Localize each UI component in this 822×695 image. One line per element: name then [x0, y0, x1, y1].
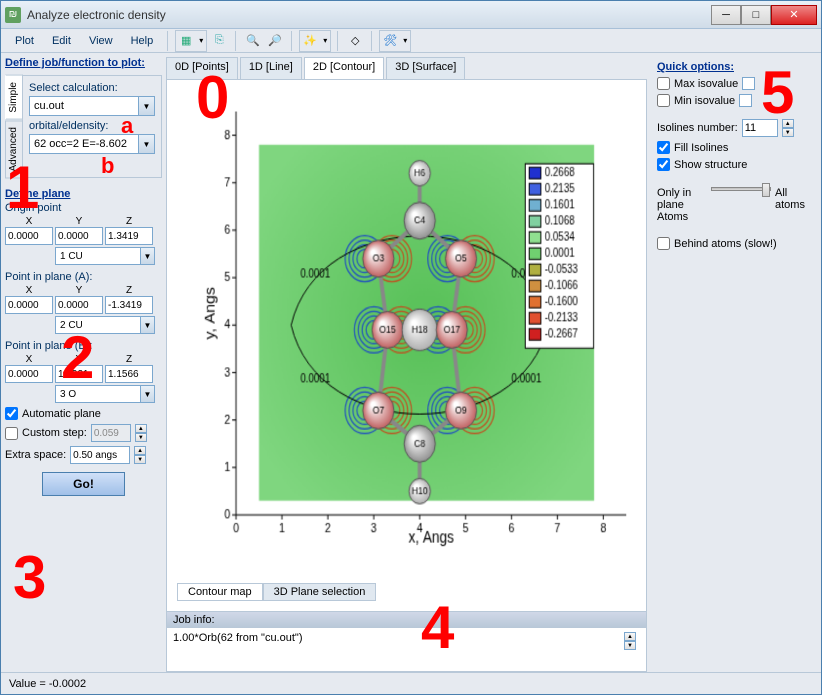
behind-atoms-check[interactable]: Behind atoms (slow!): [657, 237, 815, 250]
space-down[interactable]: ▼: [134, 455, 146, 464]
jobinfo-text: 1.00*Orb(62 from "cu.out"): [173, 632, 302, 664]
menu-edit[interactable]: Edit: [44, 33, 79, 49]
select-calc-combo[interactable]: ▼: [29, 96, 155, 116]
atoms-slider[interactable]: [711, 187, 771, 191]
orbital-input[interactable]: [30, 135, 138, 153]
highlight-icon: ✨: [303, 34, 317, 47]
copy-icon: ⎘: [215, 34, 224, 47]
ptB-y[interactable]: [55, 365, 103, 383]
step-down[interactable]: ▼: [135, 433, 147, 442]
custom-step-check[interactable]: Custom step:: [5, 427, 87, 440]
ptA-atom-combo[interactable]: ▼: [55, 316, 155, 334]
ptB-atom-combo[interactable]: ▼: [55, 385, 155, 403]
window-title: Analyze electronic density: [27, 8, 711, 22]
toolbar-new[interactable]: ▦▾: [175, 30, 207, 52]
jobinfo-header: Job info:: [167, 612, 646, 628]
min-iso-input[interactable]: [739, 94, 752, 107]
toolbar-zoom-out[interactable]: 🔎: [265, 31, 285, 51]
tab-contour-map[interactable]: Contour map: [177, 583, 263, 601]
ptB-z[interactable]: [105, 365, 153, 383]
plot-area[interactable]: [197, 100, 636, 561]
toolbar-tools[interactable]: 🛠▾: [379, 30, 411, 52]
tab-1d[interactable]: 1D [Line]: [240, 57, 302, 79]
toolbar-highlight[interactable]: ✨▾: [299, 30, 331, 52]
only-plane-label: Only in plane Atoms: [657, 187, 707, 223]
ptB-label: Point in plane (B):: [5, 340, 162, 352]
chevron-down-icon[interactable]: ▼: [138, 135, 154, 153]
tab-3d[interactable]: 3D [Surface]: [386, 57, 465, 79]
menu-help[interactable]: Help: [123, 33, 162, 49]
orbital-combo[interactable]: ▼: [29, 134, 155, 154]
show-struct-check[interactable]: Show structure: [657, 158, 815, 171]
col-z: Z: [105, 216, 153, 227]
min-iso-check[interactable]: Min isovalue: [657, 94, 815, 107]
tab-3d-plane[interactable]: 3D Plane selection: [263, 583, 377, 601]
ptB-x[interactable]: [5, 365, 53, 383]
extra-space-label: Extra space:: [5, 449, 66, 461]
select-calc-input[interactable]: [30, 97, 138, 115]
jobinfo-scroll-up[interactable]: ▲: [624, 632, 636, 641]
zoom-in-icon: 🔍: [246, 34, 260, 47]
tab-simple[interactable]: Simple: [5, 75, 23, 120]
max-iso-input[interactable]: [742, 77, 755, 90]
define-job-header[interactable]: Define job/function to plot:: [5, 57, 162, 69]
plot-panel: Contour map 3D Plane selection Job info:…: [166, 79, 647, 672]
app-icon: ₪: [5, 7, 21, 23]
menu-view[interactable]: View: [81, 33, 121, 49]
wrench-icon: 🛠: [383, 34, 397, 47]
iso-up[interactable]: ▲: [782, 119, 794, 128]
eraser-icon: ◇: [351, 34, 359, 47]
iso-num-label: Isolines number:: [657, 122, 738, 134]
center-panel: 0D [Points] 1D [Line] 2D [Contour] 3D [S…: [166, 53, 651, 672]
origin-label: Origin point: [5, 202, 162, 214]
tab-advanced[interactable]: Advanced: [5, 120, 23, 178]
ptA-y[interactable]: [55, 296, 103, 314]
col-x: X: [5, 216, 53, 227]
maximize-button[interactable]: □: [741, 5, 771, 25]
select-calc-label: Select calculation:: [29, 82, 155, 94]
toolbar-zoom-in[interactable]: 🔍: [243, 31, 263, 51]
status-text: Value = -0.0002: [9, 678, 86, 690]
ptA-label: Point in plane (A):: [5, 271, 162, 283]
tab-0d[interactable]: 0D [Points]: [166, 57, 238, 79]
right-panel: Quick options: Max isovalue Min isovalue…: [651, 53, 821, 672]
go-button[interactable]: Go!: [42, 472, 125, 496]
chevron-down-icon[interactable]: ▼: [138, 97, 154, 115]
iso-num-input[interactable]: [742, 119, 778, 137]
toolbar-copy[interactable]: ⎘: [209, 31, 229, 51]
custom-step-input[interactable]: [91, 424, 131, 442]
extra-space-input[interactable]: [70, 446, 130, 464]
origin-atom-input[interactable]: [56, 248, 140, 264]
toolbar-erase[interactable]: ◇: [345, 31, 365, 51]
titlebar: ₪ Analyze electronic density ─ □ ✕: [1, 1, 821, 29]
left-panel: Define job/function to plot: Simple Adva…: [1, 53, 166, 672]
document-icon: ▦: [181, 34, 191, 47]
status-bar: Value = -0.0002: [1, 672, 821, 694]
menubar: Plot Edit View Help ▦▾ ⎘ 🔍 🔎 ✨▾ ◇ 🛠▾: [1, 29, 821, 53]
fill-iso-check[interactable]: Fill Isolines: [657, 141, 815, 154]
origin-y[interactable]: [55, 227, 103, 245]
origin-atom-combo[interactable]: ▼: [55, 247, 155, 265]
origin-x[interactable]: [5, 227, 53, 245]
max-iso-check[interactable]: Max isovalue: [657, 77, 815, 90]
zoom-out-icon: 🔎: [268, 34, 282, 47]
jobinfo-scroll-down[interactable]: ▼: [624, 641, 636, 650]
col-y: Y: [55, 216, 103, 227]
origin-z[interactable]: [105, 227, 153, 245]
auto-plane-check[interactable]: Automatic plane: [5, 407, 162, 420]
menu-plot[interactable]: Plot: [7, 33, 42, 49]
step-up[interactable]: ▲: [135, 424, 147, 433]
orbital-label: orbital/eldensity:: [29, 120, 155, 132]
quick-options-header[interactable]: Quick options:: [657, 61, 815, 73]
close-button[interactable]: ✕: [771, 5, 817, 25]
tab-2d[interactable]: 2D [Contour]: [304, 57, 384, 79]
define-plane-header[interactable]: Define plane: [5, 188, 162, 200]
iso-down[interactable]: ▼: [782, 128, 794, 137]
all-atoms-label: All atoms: [775, 187, 815, 211]
ptA-z[interactable]: [105, 296, 153, 314]
space-up[interactable]: ▲: [134, 446, 146, 455]
ptA-x[interactable]: [5, 296, 53, 314]
minimize-button[interactable]: ─: [711, 5, 741, 25]
